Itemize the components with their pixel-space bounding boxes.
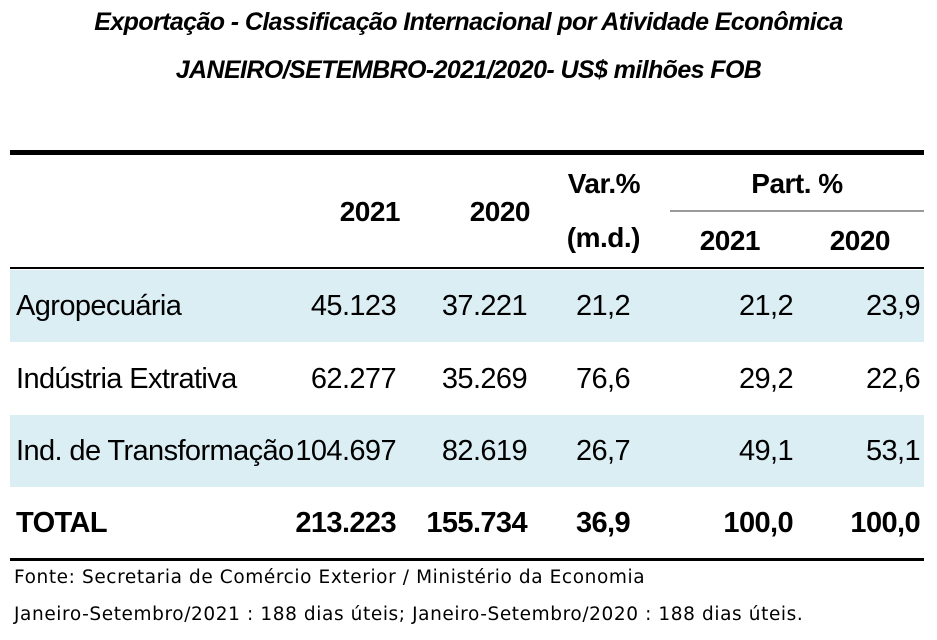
table-title-line1: Exportação - Classificação Internacional… <box>94 8 843 36</box>
header-part-2021: 2021 <box>699 225 761 256</box>
header-var-unit: (m.d.) <box>566 222 641 253</box>
value-2021: 104.697 <box>295 435 396 467</box>
header-2020: 2020 <box>469 196 531 227</box>
header-part-2020: 2020 <box>829 225 891 256</box>
header-var: Var.% <box>567 168 641 199</box>
value-part-2020: 22,6 <box>865 363 921 395</box>
value-part-2021: 21,2 <box>738 290 794 322</box>
value-part-2020: 23,9 <box>865 290 921 322</box>
value-part-2021: 29,2 <box>738 363 794 395</box>
value-2020: 37.221 <box>441 290 528 322</box>
table-row-transformacao: Ind. de Transformação 104.697 82.619 26,… <box>10 415 924 487</box>
total-var: 36,9 <box>575 507 631 539</box>
total-2020: 155.734 <box>426 507 527 539</box>
row-label: Ind. de Transformação <box>16 435 294 467</box>
value-var: 76,6 <box>575 363 631 395</box>
total-2021: 213.223 <box>295 507 396 539</box>
table-title-line2: JANEIRO/SETEMBRO-2021/2020- US$ milhões … <box>175 56 762 84</box>
working-days-note: Janeiro-Setembro/2021 : 188 dias úteis; … <box>14 604 804 625</box>
total-part-2021: 100,0 <box>723 507 793 539</box>
header-2021: 2021 <box>339 196 401 227</box>
table-row-industria-extrativa: Indústria Extrativa 62.277 35.269 76,6 2… <box>10 343 924 415</box>
value-2020: 82.619 <box>441 435 528 467</box>
value-part-2021: 49,1 <box>738 435 794 467</box>
value-2021: 62.277 <box>310 363 397 395</box>
table-row-total: TOTAL 213.223 155.734 36,9 100,0 100,0 <box>10 487 924 559</box>
value-part-2020: 53,1 <box>865 435 921 467</box>
source-note: Fonte: Secretaria de Comércio Exterior /… <box>14 567 646 588</box>
value-2020: 35.269 <box>441 363 528 395</box>
row-label: Indústria Extrativa <box>16 363 237 395</box>
value-2021: 45.123 <box>310 290 397 322</box>
total-label: TOTAL <box>16 507 108 539</box>
header-part: Part. % <box>751 168 843 199</box>
bottom-rule <box>10 558 924 561</box>
table-row-agropecuaria: Agropecuária 45.123 37.221 21,2 21,2 23,… <box>10 270 924 342</box>
value-var: 26,7 <box>575 435 631 467</box>
row-label: Agropecuária <box>16 290 182 322</box>
header-rule <box>10 267 924 269</box>
top-rule <box>10 150 924 155</box>
value-var: 21,2 <box>575 290 631 322</box>
total-part-2020: 100,0 <box>850 507 920 539</box>
part-group-rule <box>670 210 924 212</box>
